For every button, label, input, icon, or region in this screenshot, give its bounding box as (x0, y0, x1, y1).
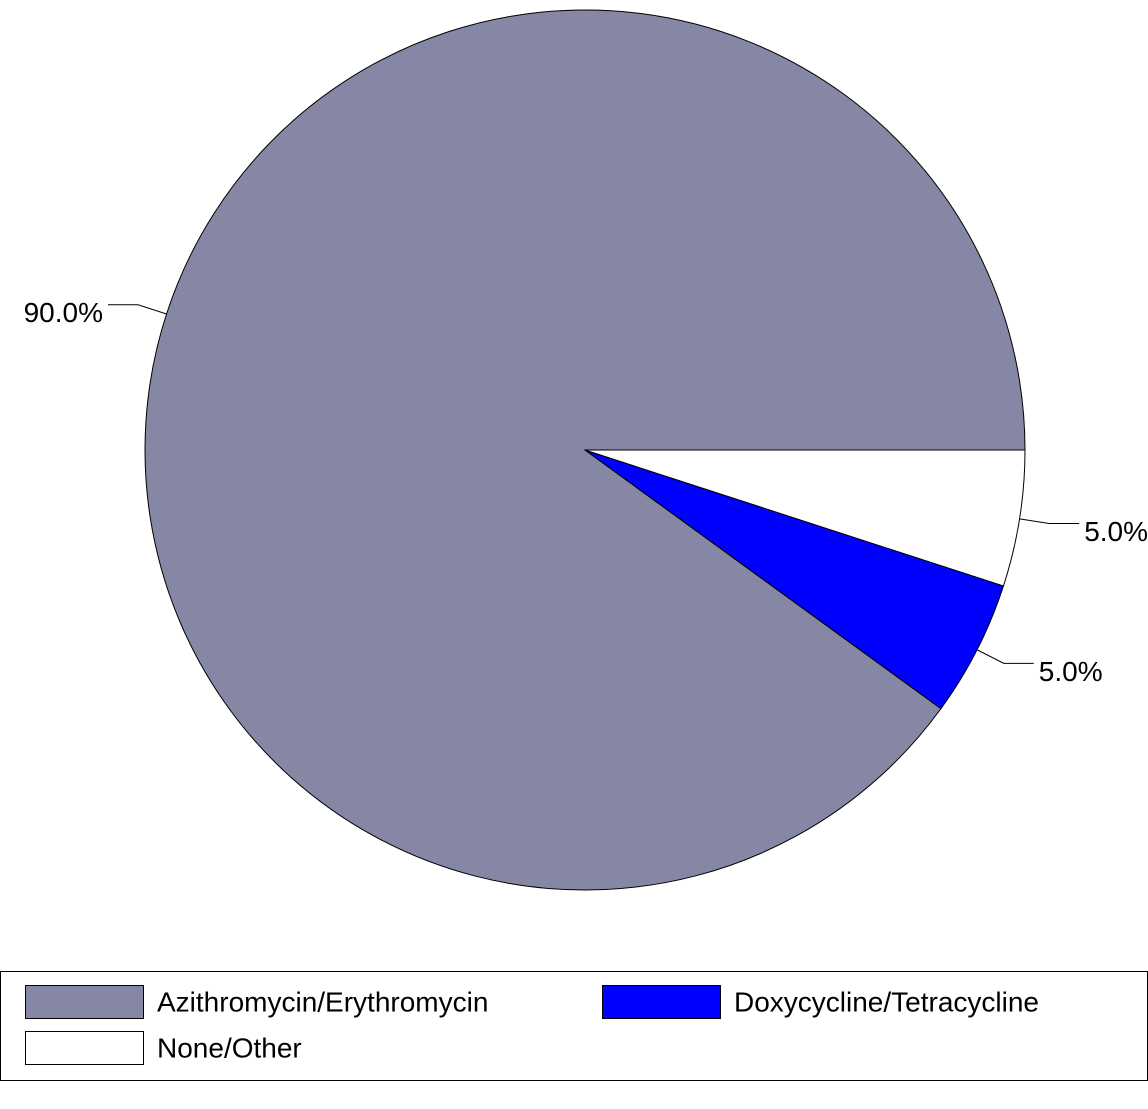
legend-swatch (25, 1031, 144, 1065)
leader-line (108, 304, 167, 315)
data-label: 90.0% (24, 297, 103, 328)
legend-swatch (602, 985, 721, 1019)
legend-label: Doxycycline/Tetracycline (734, 986, 1039, 1017)
data-label: 5.0% (1084, 516, 1148, 547)
pie-slice (584, 449, 1026, 587)
leader-line (976, 649, 1034, 664)
pie-slice (144, 9, 1026, 891)
legend-swatch (25, 985, 144, 1019)
legend-label: None/Other (157, 1032, 302, 1063)
legend-label: Azithromycin/Erythromycin (157, 986, 488, 1017)
data-label: 5.0% (1039, 656, 1103, 687)
leader-line (1019, 518, 1080, 525)
